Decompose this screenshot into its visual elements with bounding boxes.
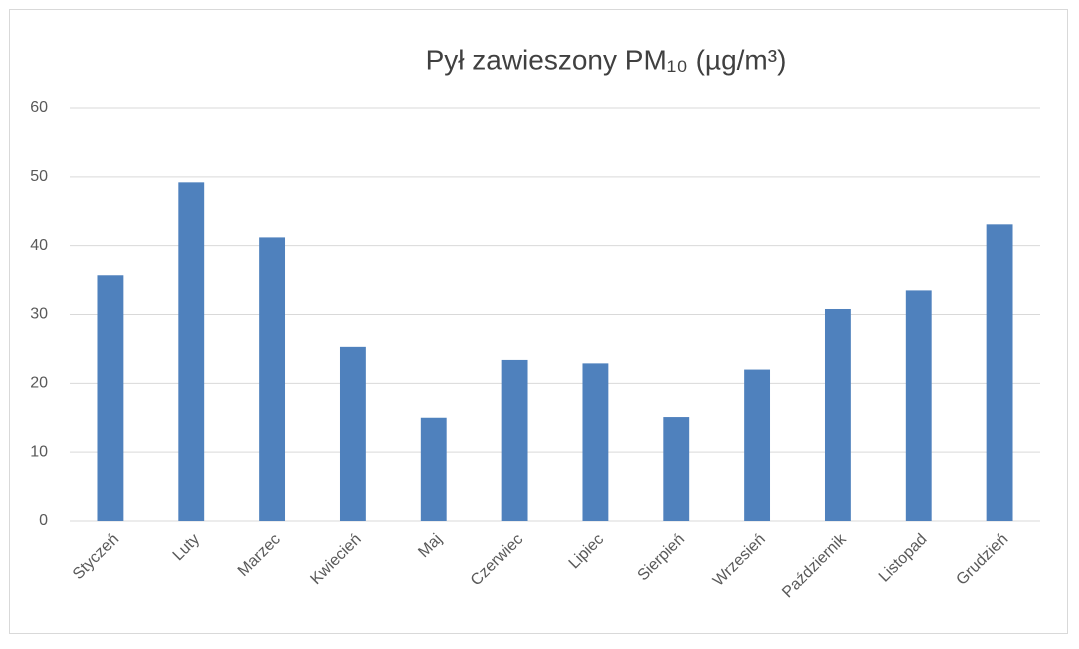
bar [905,290,932,521]
bar [986,224,1013,521]
y-tick-label: 0 [39,512,48,529]
y-tick-label: 40 [30,237,48,254]
bar [97,275,124,521]
bar [339,346,366,521]
bar [420,417,447,521]
bar [501,359,528,521]
bar [259,237,286,521]
bar [744,369,771,521]
bar [582,363,609,521]
y-tick-label: 30 [30,306,48,323]
bar [178,182,205,521]
chart-title: Pył zawieszony PM₁₀ (µg/m³) [426,44,787,75]
y-tick-label: 60 [30,99,48,116]
y-tick-label: 20 [30,375,48,392]
bar [663,417,690,521]
bar [824,308,851,521]
y-tick-label: 50 [30,168,48,185]
y-tick-label: 10 [30,443,48,460]
